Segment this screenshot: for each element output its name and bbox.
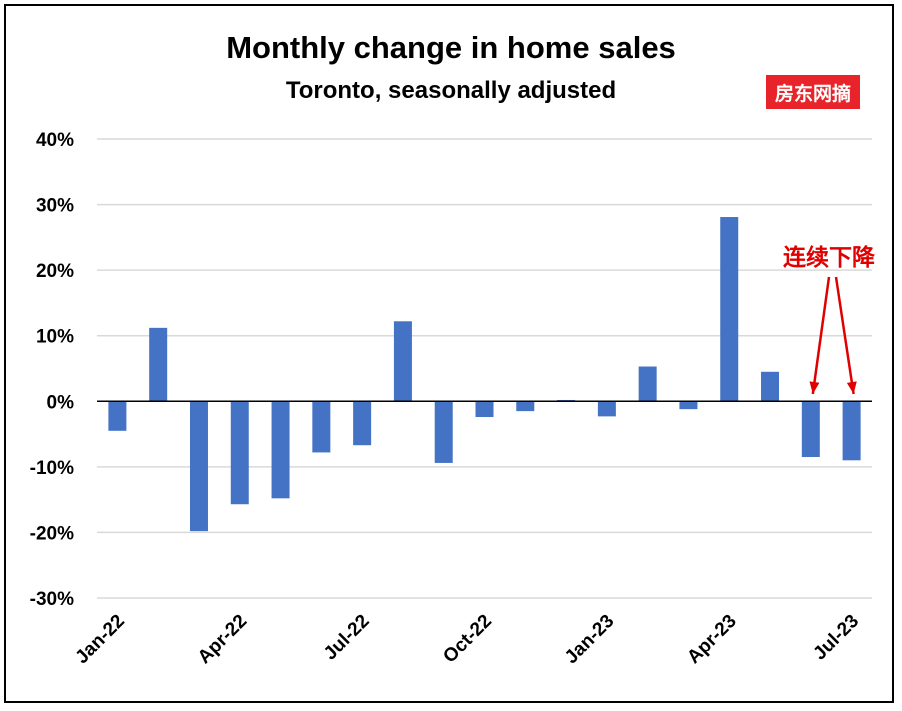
chart-title: Monthly change in home sales	[226, 30, 676, 65]
y-tick-label: 20%	[36, 261, 74, 282]
x-tick-label: Jan-22	[72, 611, 129, 668]
bar	[475, 401, 494, 418]
bar	[189, 401, 208, 532]
y-tick-label: 0%	[47, 392, 75, 413]
watermark-badge: 房东网摘	[766, 75, 860, 109]
x-tick-label: Jul-22	[320, 611, 374, 665]
annotation-label: 连续下降	[783, 244, 876, 271]
annotation-arrowhead	[846, 381, 857, 394]
bar	[597, 401, 616, 417]
bar	[149, 327, 168, 402]
bar	[271, 401, 290, 499]
y-tick-label: -20%	[30, 523, 74, 544]
annotation-arrow	[811, 276, 831, 395]
bar	[434, 401, 453, 463]
bar	[801, 401, 820, 458]
x-tick-label: Jan-23	[561, 611, 618, 668]
bar	[353, 401, 372, 446]
annotation-arrow	[834, 276, 855, 395]
x-tick-label: Apr-23	[683, 611, 740, 668]
bar	[679, 401, 698, 410]
bar	[761, 371, 780, 402]
bar	[516, 401, 535, 412]
bar	[393, 321, 412, 402]
bar	[638, 366, 657, 402]
y-tick-label: -10%	[30, 458, 74, 479]
bar	[842, 401, 861, 461]
bar	[720, 217, 739, 402]
bar	[108, 401, 127, 431]
y-tick-label: 40%	[36, 130, 74, 151]
bar	[312, 401, 331, 453]
y-tick-label: -30%	[30, 589, 74, 610]
x-tick-label: Jul-23	[809, 611, 863, 665]
y-tick-label: 10%	[36, 327, 74, 348]
x-tick-label: Apr-22	[194, 611, 251, 668]
annotation-arrowhead	[809, 381, 820, 394]
x-tick-label: Oct-22	[439, 611, 496, 668]
chart-subtitle: Toronto, seasonally adjusted	[285, 77, 617, 104]
bar	[230, 401, 249, 505]
y-tick-label: 30%	[36, 196, 74, 217]
